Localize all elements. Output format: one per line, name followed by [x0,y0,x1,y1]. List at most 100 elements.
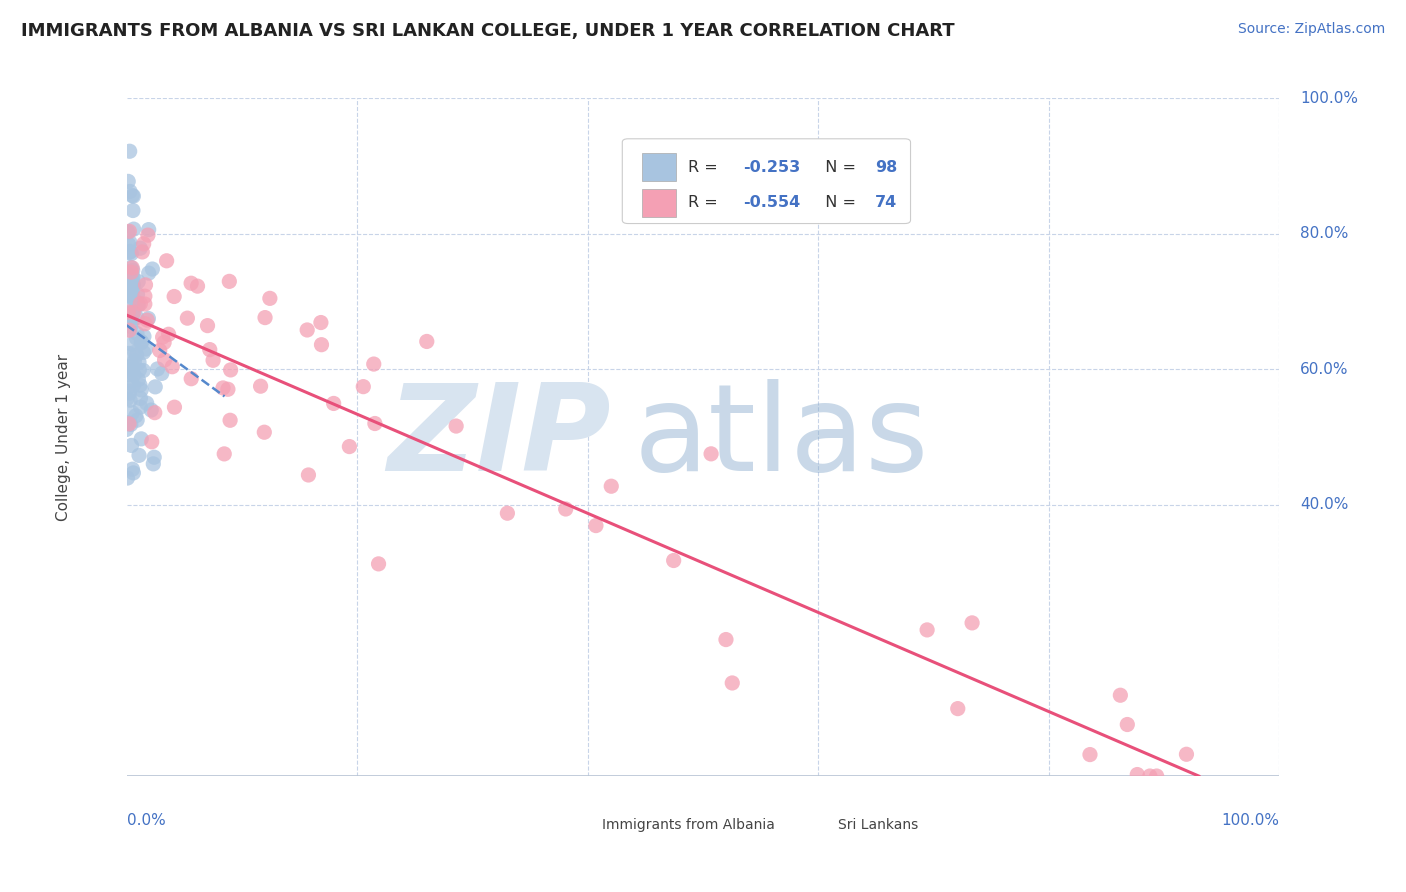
Text: 80.0%: 80.0% [1301,227,1348,241]
Point [120,374,142,388]
Point [118,224,141,238]
Point [322,396,344,410]
Point [117,307,139,321]
Point [118,277,141,292]
Point [163,289,186,303]
Point [125,348,148,362]
Point [121,315,143,329]
Point [118,282,141,296]
Point [153,335,176,350]
Point [721,676,744,690]
Point [600,479,623,493]
Point [128,363,150,377]
Point [163,400,186,414]
Point [157,327,180,342]
Point [121,260,143,275]
Point [127,297,149,311]
Bar [801,813,830,837]
Text: -0.253: -0.253 [744,160,800,175]
Point [153,353,176,368]
Point [121,438,143,452]
Point [122,368,145,382]
Point [254,310,277,325]
Point [125,310,148,325]
Point [115,289,138,303]
Point [131,334,153,349]
Point [120,260,142,275]
Point [337,440,360,454]
Point [1109,688,1132,702]
Point [115,323,138,337]
Point [915,623,938,637]
Point [121,359,143,373]
Point [946,701,969,715]
Point [202,353,225,368]
Point [363,357,385,371]
Point [309,316,332,330]
Point [297,467,319,482]
Point [496,506,519,520]
Point [249,379,271,393]
Text: atlas: atlas [634,378,929,496]
Point [219,363,242,377]
Point [212,381,235,395]
Point [132,345,155,359]
Point [122,222,145,236]
Point [121,305,143,319]
Text: -0.554: -0.554 [744,195,800,211]
Point [120,319,142,334]
Point [131,244,153,259]
Point [152,330,174,344]
Point [117,471,139,485]
Point [585,518,607,533]
Point [121,278,143,293]
Point [132,363,155,377]
Point [121,272,143,286]
Point [141,262,163,277]
Text: R =: R = [688,195,723,211]
Point [1116,717,1139,731]
Point [311,337,333,351]
Point [120,417,142,432]
Point [115,416,138,430]
Point [129,392,152,406]
Point [121,284,143,298]
Point [118,346,141,360]
Point [118,323,141,337]
Point [136,228,159,243]
Point [131,335,153,350]
Point [197,318,219,333]
Point [118,360,141,375]
Text: 74: 74 [875,195,897,211]
Point [129,400,152,414]
Point [142,457,165,471]
Text: College, Under 1 year: College, Under 1 year [56,353,70,521]
Point [121,462,143,476]
Point [554,502,576,516]
Point [176,311,198,326]
Point [122,189,145,203]
Point [117,286,139,301]
Text: N =: N = [815,195,860,211]
Point [118,245,141,260]
Point [129,378,152,392]
Text: Source: ZipAtlas.com: Source: ZipAtlas.com [1237,22,1385,37]
Text: Sri Lankans: Sri Lankans [838,818,918,832]
Point [122,277,145,292]
Point [212,447,235,461]
Point [141,434,163,449]
Point [127,413,149,427]
Point [117,265,139,279]
Point [117,305,139,319]
Point [217,382,239,396]
Point [121,337,143,351]
Point [138,266,160,280]
Point [134,289,156,303]
Point [180,372,202,386]
Point [120,246,142,260]
Point [960,615,983,630]
Point [125,409,148,423]
Point [129,241,152,255]
Point [367,557,389,571]
Point [138,311,160,326]
